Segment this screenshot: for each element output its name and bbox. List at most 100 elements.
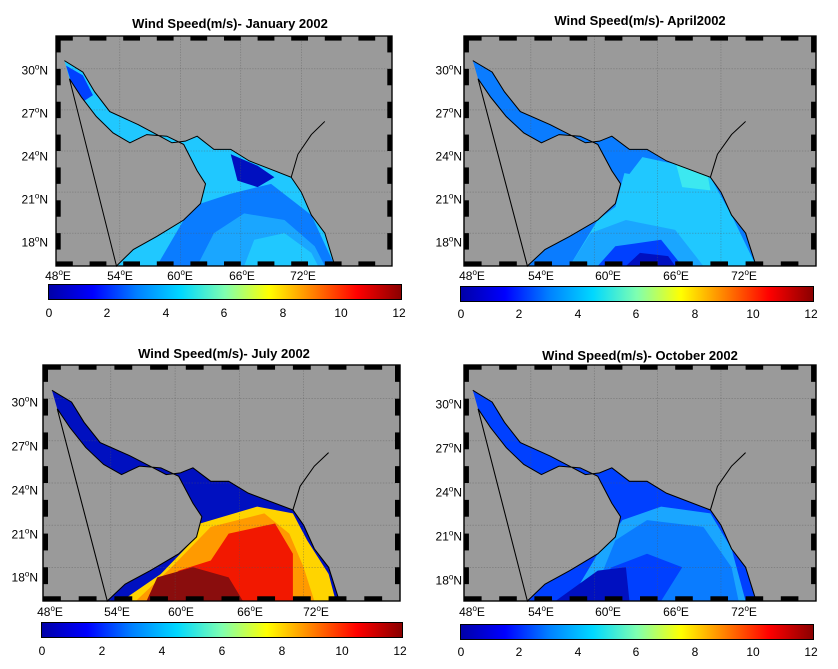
- frame-tick: [464, 499, 469, 517]
- colorbar-tick: 10: [746, 307, 760, 321]
- frame-tick: [43, 365, 61, 370]
- lon-label: 48oE: [45, 268, 71, 283]
- frame-tick: [395, 365, 400, 382]
- wind-map: [55, 35, 393, 267]
- frame-tick: [534, 596, 552, 601]
- frame-tick: [745, 36, 764, 41]
- colorbar: [460, 286, 814, 302]
- colorbar-tick: 0: [38, 644, 46, 658]
- lat-label: 27oN: [435, 105, 462, 121]
- frame-tick: [569, 365, 588, 370]
- frame-tick: [156, 261, 174, 266]
- frame-tick: [257, 36, 275, 41]
- frame-tick: [499, 596, 517, 601]
- wind-contour: [146, 567, 243, 601]
- frame-tick: [811, 432, 816, 450]
- panel-title: Wind Speed(m/s)- October 2002: [542, 348, 738, 363]
- frame-tick: [811, 533, 816, 551]
- frame-tick: [675, 261, 693, 266]
- wind-contour: [230, 154, 275, 188]
- frame-tick: [56, 200, 61, 217]
- frame-tick: [780, 365, 799, 370]
- lon-label: 66oE: [229, 268, 255, 283]
- frame-tick: [257, 596, 276, 601]
- frame-tick: [185, 596, 204, 601]
- colorbar-tick: 8: [691, 307, 699, 321]
- frame-tick: [185, 365, 204, 370]
- colorbar-tick: 0: [45, 306, 53, 320]
- frame-tick: [43, 499, 48, 517]
- frame-tick: [395, 432, 400, 450]
- colorbar-tick: 2: [98, 644, 106, 658]
- frame-tick: [387, 68, 392, 86]
- frame-tick: [811, 167, 816, 184]
- frame-tick: [292, 365, 311, 370]
- frame-tick: [56, 36, 61, 53]
- lon-label: 54oE: [528, 268, 554, 283]
- frame-tick: [464, 134, 469, 151]
- frame-tick: [464, 466, 469, 483]
- colorbar-tick: 12: [804, 307, 818, 321]
- frame-tick: [811, 365, 816, 382]
- wind-contour: [625, 252, 676, 266]
- frame-tick: [811, 499, 816, 517]
- frame-tick: [150, 365, 168, 370]
- lon-label: 60oE: [595, 268, 621, 283]
- frame-tick: [43, 533, 48, 551]
- frame-tick: [43, 365, 48, 382]
- frame-tick: [43, 567, 48, 585]
- frame-tick: [324, 261, 342, 266]
- frame-tick: [569, 596, 588, 601]
- frame-tick: [780, 596, 799, 601]
- lon-label: 54oE: [528, 604, 554, 619]
- frame-tick: [387, 167, 392, 184]
- lat-label: 30oN: [21, 62, 48, 78]
- frame-tick: [56, 101, 61, 119]
- frame-tick: [710, 365, 728, 370]
- lon-label: 54oE: [104, 604, 130, 619]
- colorbar-tick: 8: [278, 644, 286, 658]
- frame-tick: [640, 36, 658, 41]
- wind-map: [42, 364, 401, 602]
- frame-tick: [291, 261, 308, 266]
- wind-contours: [555, 506, 746, 601]
- colorbar-tick: 6: [220, 306, 228, 320]
- colorbar-tick: 2: [103, 306, 111, 320]
- frame-tick: [811, 466, 816, 483]
- colorbar-tick: 10: [335, 644, 349, 658]
- frame-tick: [114, 596, 133, 601]
- frame-tick: [811, 101, 816, 119]
- frame-tick: [534, 261, 552, 266]
- frame-tick: [395, 398, 400, 416]
- lat-label: 21oN: [435, 528, 462, 544]
- frame-tick: [78, 365, 97, 370]
- frame-tick: [257, 261, 275, 266]
- frame-tick: [328, 365, 347, 370]
- frame-tick: [811, 567, 816, 585]
- frame-tick: [675, 36, 693, 41]
- panel-title: Wind Speed(m/s)- April2002: [554, 13, 726, 28]
- colorbar-tick: 8: [691, 645, 699, 659]
- wind-contours: [569, 134, 757, 266]
- frame-tick: [710, 261, 728, 266]
- frame-tick: [745, 596, 764, 601]
- frame-tick: [604, 36, 623, 41]
- frame-tick: [387, 200, 392, 217]
- frame-tick: [604, 261, 623, 266]
- frame-tick: [640, 596, 658, 601]
- frame-tick: [89, 261, 107, 266]
- frame-tick: [464, 261, 482, 266]
- lon-label: 60oE: [167, 268, 193, 283]
- frame-tick: [710, 36, 728, 41]
- colorbar: [460, 624, 814, 640]
- panel-title: Wind Speed(m/s)- January 2002: [132, 16, 328, 31]
- frame-tick: [78, 596, 97, 601]
- colorbar: [41, 622, 403, 638]
- lon-label: 72oE: [303, 604, 329, 619]
- colorbar: [48, 284, 402, 300]
- frame-tick: [395, 466, 400, 483]
- colorbar-tick: 10: [334, 306, 348, 320]
- frame-tick: [190, 36, 208, 41]
- frame-tick: [464, 365, 482, 370]
- lon-label: 72oE: [290, 268, 316, 283]
